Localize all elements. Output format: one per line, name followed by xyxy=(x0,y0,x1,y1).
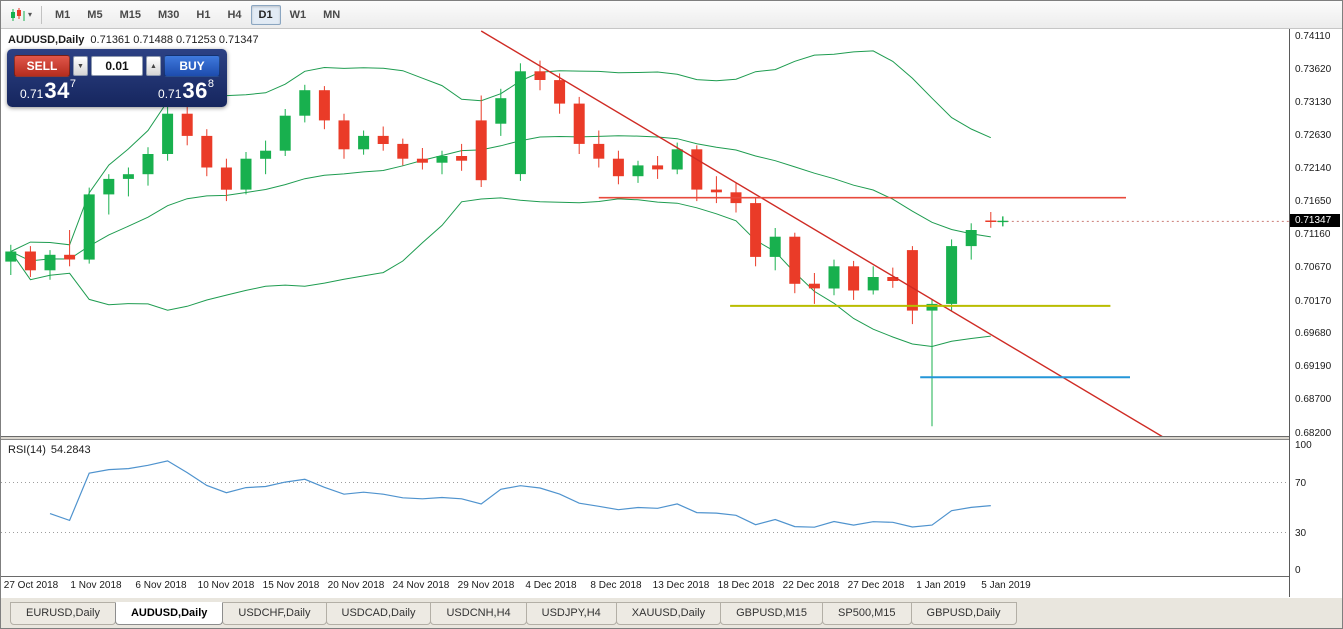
rsi-indicator-pane[interactable]: RSI(14) 54.2843 xyxy=(1,440,1289,577)
date-axis-label: 1 Jan 2019 xyxy=(916,580,966,591)
rsi-axis-label: 100 xyxy=(1295,440,1312,451)
price-axis-label: 0.68200 xyxy=(1295,428,1332,439)
date-axis-label: 22 Dec 2018 xyxy=(782,580,840,591)
date-axis-label: 24 Nov 2018 xyxy=(392,580,450,591)
price-axis-label: 0.74110 xyxy=(1295,31,1331,42)
rsi-header: RSI(14) 54.2843 xyxy=(8,444,91,456)
price-axis-label: 0.70670 xyxy=(1295,262,1332,273)
chart-tab-usdcnh-h4[interactable]: USDCNH,H4 xyxy=(430,601,527,625)
candles-layer xyxy=(5,60,997,427)
symbol-period-label: AUDUSD,Daily xyxy=(8,34,85,46)
one-click-trading-panel: SELL ▼ ▲ BUY 0.71347 0.71368 xyxy=(7,49,227,107)
date-axis-label: 6 Nov 2018 xyxy=(135,580,187,591)
bollinger-middle-band xyxy=(10,135,991,262)
bollinger-lower-band xyxy=(10,197,991,348)
rsi-axis-label: 0 xyxy=(1295,565,1301,576)
timeframe-button-d1[interactable]: D1 xyxy=(250,4,281,25)
price-axis-label: 0.71160 xyxy=(1295,229,1331,240)
buy-button[interactable]: BUY xyxy=(164,55,220,77)
price-axis-label: 0.73130 xyxy=(1295,97,1332,108)
timeframe-button-m1[interactable]: M1 xyxy=(47,5,78,25)
date-axis-label: 27 Oct 2018 xyxy=(3,580,59,591)
chart-column: AUDUSD,Daily 0.71361 0.71488 0.71253 0.71… xyxy=(1,29,1290,597)
buy-price[interactable]: 0.71368 xyxy=(158,78,214,103)
date-axis[interactable]: 27 Oct 2018 1 Nov 2018 6 Nov 2018 10 Nov 20… xyxy=(1,577,1289,596)
chart-tab-usdchf-daily[interactable]: USDCHF,Daily xyxy=(222,601,327,625)
chart-tab-sp500-m15[interactable]: SP500,M15 xyxy=(822,601,912,625)
price-axis-label: 0.73620 xyxy=(1295,64,1332,75)
date-axis-label: 27 Dec 2018 xyxy=(847,580,905,591)
price-chart-canvas xyxy=(5,30,1289,437)
timeframe-button-m30[interactable]: M30 xyxy=(150,5,187,25)
chart-workspace: AUDUSD,Daily 0.71361 0.71488 0.71253 0.71… xyxy=(1,29,1342,597)
candlestick-chart-icon xyxy=(11,7,25,21)
lot-decrease-button[interactable]: ▼ xyxy=(73,56,88,76)
chart-type-button[interactable]: ▾ xyxy=(6,6,36,24)
chart-tab-eurusd-daily[interactable]: EURUSD,Daily xyxy=(10,601,116,625)
timeframe-button-h1[interactable]: H1 xyxy=(188,5,218,25)
descending-trendline[interactable] xyxy=(480,30,1165,437)
chart-tab-gbpusd-daily[interactable]: GBPUSD,Daily xyxy=(910,601,1017,625)
caret-down-icon: ▾ xyxy=(28,10,33,19)
timeframe-toolbar: M1 M5 M15 M30 H1 H4 D1 W1 MN xyxy=(47,4,348,25)
rsi-axis-label: 30 xyxy=(1295,528,1307,539)
lot-size-box xyxy=(91,56,143,76)
chart-tab-gbpusd-m15[interactable]: GBPUSD,M15 xyxy=(720,601,824,625)
date-axis-label: 1 Nov 2018 xyxy=(70,580,122,591)
rsi-chart-canvas xyxy=(1,460,1289,533)
price-axis-label: 0.71650 xyxy=(1295,196,1332,207)
toolbar: ▾ M1 M5 M15 M30 H1 H4 D1 W1 MN xyxy=(1,1,1342,29)
pane-splitter[interactable] xyxy=(1,437,1289,440)
chart-ohlc-header: AUDUSD,Daily 0.71361 0.71488 0.71253 0.71… xyxy=(8,34,259,46)
chart-tab-usdcad-daily[interactable]: USDCAD,Daily xyxy=(325,601,432,625)
price-axis-label: 0.68700 xyxy=(1295,394,1332,405)
date-axis-label: 18 Dec 2018 xyxy=(717,580,775,591)
date-axis-label: 20 Nov 2018 xyxy=(327,580,385,591)
timeframe-button-m15[interactable]: M15 xyxy=(112,5,149,25)
price-axis-label: 0.69680 xyxy=(1295,328,1332,339)
lot-size-input[interactable] xyxy=(92,57,142,75)
date-axis-label: 10 Nov 2018 xyxy=(197,580,255,591)
chart-tab-audusd-daily[interactable]: AUDUSD,Daily xyxy=(114,601,224,625)
price-axis-label: 0.72630 xyxy=(1295,130,1332,141)
date-axis-label: 15 Nov 2018 xyxy=(262,580,320,591)
chart-tab-xauusd-daily[interactable]: XAUUSD,Daily xyxy=(615,601,722,625)
chart-tab-bar: EURUSD,Daily AUDUSD,Daily USDCHF,Daily USDC… xyxy=(1,597,1342,628)
sell-price[interactable]: 0.71347 xyxy=(20,78,76,103)
timeframe-button-h4[interactable]: H4 xyxy=(219,5,249,25)
timeframe-button-w1[interactable]: W1 xyxy=(282,5,315,25)
rsi-name-label: RSI(14) xyxy=(8,444,46,456)
caret-up-icon: ▲ xyxy=(150,62,157,70)
caret-down-icon: ▼ xyxy=(77,62,84,70)
price-axis-label: 0.70170 xyxy=(1295,296,1332,307)
chart-tab-usdjpy-h4[interactable]: USDJPY,H4 xyxy=(525,601,617,625)
date-axis-label: 13 Dec 2018 xyxy=(652,580,710,591)
price-axis[interactable]: 0.74110 0.73620 0.73130 0.72630 0.72140 0.716… xyxy=(1290,29,1342,597)
date-axis-label: 8 Dec 2018 xyxy=(590,580,642,591)
current-price-marker xyxy=(997,216,1008,227)
lot-increase-button[interactable]: ▲ xyxy=(146,56,161,76)
toolbar-separator xyxy=(41,5,43,24)
price-axis-label: 0.72140 xyxy=(1295,163,1332,174)
date-axis-label: 29 Nov 2018 xyxy=(457,580,515,591)
timeframe-button-mn[interactable]: MN xyxy=(315,5,348,25)
main-price-chart[interactable]: AUDUSD,Daily 0.71361 0.71488 0.71253 0.71… xyxy=(1,29,1289,437)
sell-button[interactable]: SELL xyxy=(14,55,70,77)
rsi-line xyxy=(49,460,991,528)
rsi-axis-label: 70 xyxy=(1295,478,1307,489)
rsi-value-label: 54.2843 xyxy=(50,444,91,456)
current-price-tag: 0.71347 xyxy=(1290,214,1340,227)
price-axis-label: 0.69190 xyxy=(1295,361,1332,372)
timeframe-button-m5[interactable]: M5 xyxy=(79,5,110,25)
date-axis-label: 5 Jan 2019 xyxy=(981,580,1031,591)
date-axis-label: 4 Dec 2018 xyxy=(525,580,577,591)
ohlc-values: 0.71361 0.71488 0.71253 0.71347 xyxy=(90,34,259,46)
